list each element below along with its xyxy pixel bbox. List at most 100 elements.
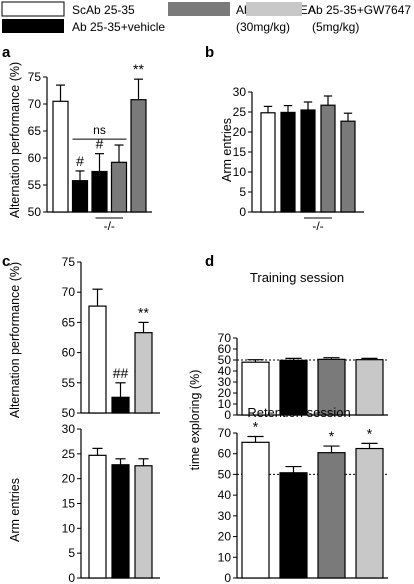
panel-label-c: c bbox=[2, 253, 10, 270]
bar-significance-label: ** bbox=[138, 304, 149, 320]
y-tick-label: 30 bbox=[218, 509, 232, 523]
bar bbox=[111, 464, 130, 579]
bar bbox=[88, 454, 107, 579]
y-tick-label: 30 bbox=[233, 85, 247, 99]
bar-significance-label: * bbox=[253, 419, 259, 435]
y-axis-label: Alternation performance (%) bbox=[8, 62, 22, 218]
group-label: -/- bbox=[104, 219, 115, 233]
bar bbox=[355, 447, 384, 579]
y-tick-label: 50 bbox=[28, 205, 42, 219]
panel-label-b: b bbox=[205, 44, 214, 61]
legend-sublabel-gw7647: (5mg/kg) bbox=[312, 20, 359, 34]
chart-panel-c-3: 0 5 10 15 20 25 30 Arm entries bbox=[8, 422, 160, 584]
y-tick-label: 0 bbox=[224, 408, 231, 422]
legend-swatch-scab bbox=[1, 1, 65, 17]
y-tick-label: 0 bbox=[224, 571, 231, 584]
bar bbox=[280, 111, 296, 213]
chart-panel-b-1: 0 5 10 15 20 25 30 Arm entries -/- bbox=[220, 85, 364, 233]
y-tick-label: 75 bbox=[28, 70, 42, 84]
y-tick-label: 70 bbox=[62, 285, 76, 299]
bar bbox=[241, 361, 270, 416]
bar bbox=[279, 472, 308, 579]
group-label: -/- bbox=[312, 219, 323, 233]
y-tick-label: 30 bbox=[62, 422, 76, 436]
y-tick-label: 0 bbox=[68, 571, 75, 584]
legend-label-vehicle: Ab 25-35+vehicle bbox=[72, 20, 165, 34]
legend-swatch-pea bbox=[168, 2, 230, 16]
chart-title: Training session bbox=[250, 270, 344, 285]
legend-swatch-gw7647 bbox=[246, 2, 302, 16]
y-tick-label: 60 bbox=[28, 151, 42, 165]
y-tick-label: 0 bbox=[239, 205, 246, 219]
y-tick-label: 10 bbox=[218, 550, 232, 564]
y-tick-label: 60 bbox=[218, 342, 232, 356]
bar-significance-label: # bbox=[96, 136, 104, 152]
bar bbox=[320, 104, 336, 213]
y-tick-label: 65 bbox=[62, 315, 76, 329]
bar-significance-label: ## bbox=[113, 365, 129, 381]
y-tick-label: 75 bbox=[62, 255, 76, 269]
y-tick-label: 5 bbox=[68, 546, 75, 560]
chart-title: Retention session bbox=[247, 405, 350, 420]
y-tick-label: 70 bbox=[28, 97, 42, 111]
bar bbox=[134, 465, 153, 579]
y-axis-label: Arm entries bbox=[220, 118, 234, 182]
bar bbox=[88, 305, 107, 414]
y-tick-label: 20 bbox=[62, 472, 76, 486]
y-tick-label: 55 bbox=[28, 178, 42, 192]
chart-panel-a-0: 50 55 60 65 70 75 Alternation performance (%) #… bbox=[8, 61, 152, 233]
y-tick-label: 15 bbox=[233, 145, 247, 159]
bar bbox=[241, 441, 270, 579]
bar-significance-label: * bbox=[367, 425, 373, 441]
panel-label-a: a bbox=[2, 44, 11, 61]
ns-label: ns bbox=[93, 123, 106, 137]
y-tick-label: 25 bbox=[62, 447, 76, 461]
y-tick-label: 50 bbox=[62, 406, 76, 420]
legend-swatch-vehicle bbox=[2, 19, 64, 33]
legend-label-scab: ScAb 25-35 bbox=[72, 3, 135, 17]
bar bbox=[355, 359, 384, 416]
y-axis-label: time exploring (%) bbox=[188, 370, 202, 471]
bar bbox=[71, 180, 89, 213]
bar bbox=[134, 332, 153, 414]
bar bbox=[91, 170, 108, 213]
y-tick-label: 55 bbox=[62, 376, 76, 390]
y-tick-label: 25 bbox=[233, 105, 247, 119]
y-axis-label: Alternation performance (%) bbox=[8, 262, 22, 418]
y-tick-label: 50 bbox=[218, 353, 232, 367]
y-tick-label: 70 bbox=[218, 426, 232, 440]
bar bbox=[111, 396, 130, 414]
y-tick-label: 65 bbox=[28, 124, 42, 138]
y-axis-label: Arm entries bbox=[8, 478, 22, 542]
panel-label-d: d bbox=[205, 253, 214, 270]
y-tick-label: 15 bbox=[62, 497, 76, 511]
bar bbox=[110, 161, 128, 213]
y-tick-label: 40 bbox=[218, 488, 232, 502]
y-tick-label: 50 bbox=[218, 467, 232, 481]
y-tick-label: 20 bbox=[218, 386, 232, 400]
bar bbox=[317, 452, 346, 579]
y-tick-label: 70 bbox=[218, 331, 232, 345]
y-tick-label: 30 bbox=[218, 375, 232, 389]
y-tick-label: 10 bbox=[233, 165, 247, 179]
bar-significance-label: ** bbox=[133, 61, 144, 77]
bar bbox=[130, 99, 147, 213]
bar bbox=[52, 100, 69, 213]
y-tick-label: 20 bbox=[218, 530, 232, 544]
bar bbox=[340, 120, 356, 213]
y-tick-label: 40 bbox=[218, 364, 232, 378]
chart-panel-c-2: 50 55 60 65 70 75 Alternation performance (%) #… bbox=[8, 255, 160, 420]
y-tick-label: 20 bbox=[233, 125, 247, 139]
legend-sublabel-pea: (30mg/kg) bbox=[236, 20, 290, 34]
legend: ScAb 25-35 Ab 25-35+vehicle Ab 25-35+PEA… bbox=[1, 1, 411, 34]
y-tick-label: 60 bbox=[218, 447, 232, 461]
bar bbox=[300, 109, 316, 213]
bar-significance-label: # bbox=[76, 153, 84, 169]
y-tick-label: 10 bbox=[62, 521, 76, 535]
legend-label-gw7647: Ab 25-35+GW7647 bbox=[308, 3, 411, 17]
y-tick-label: 5 bbox=[239, 185, 246, 199]
